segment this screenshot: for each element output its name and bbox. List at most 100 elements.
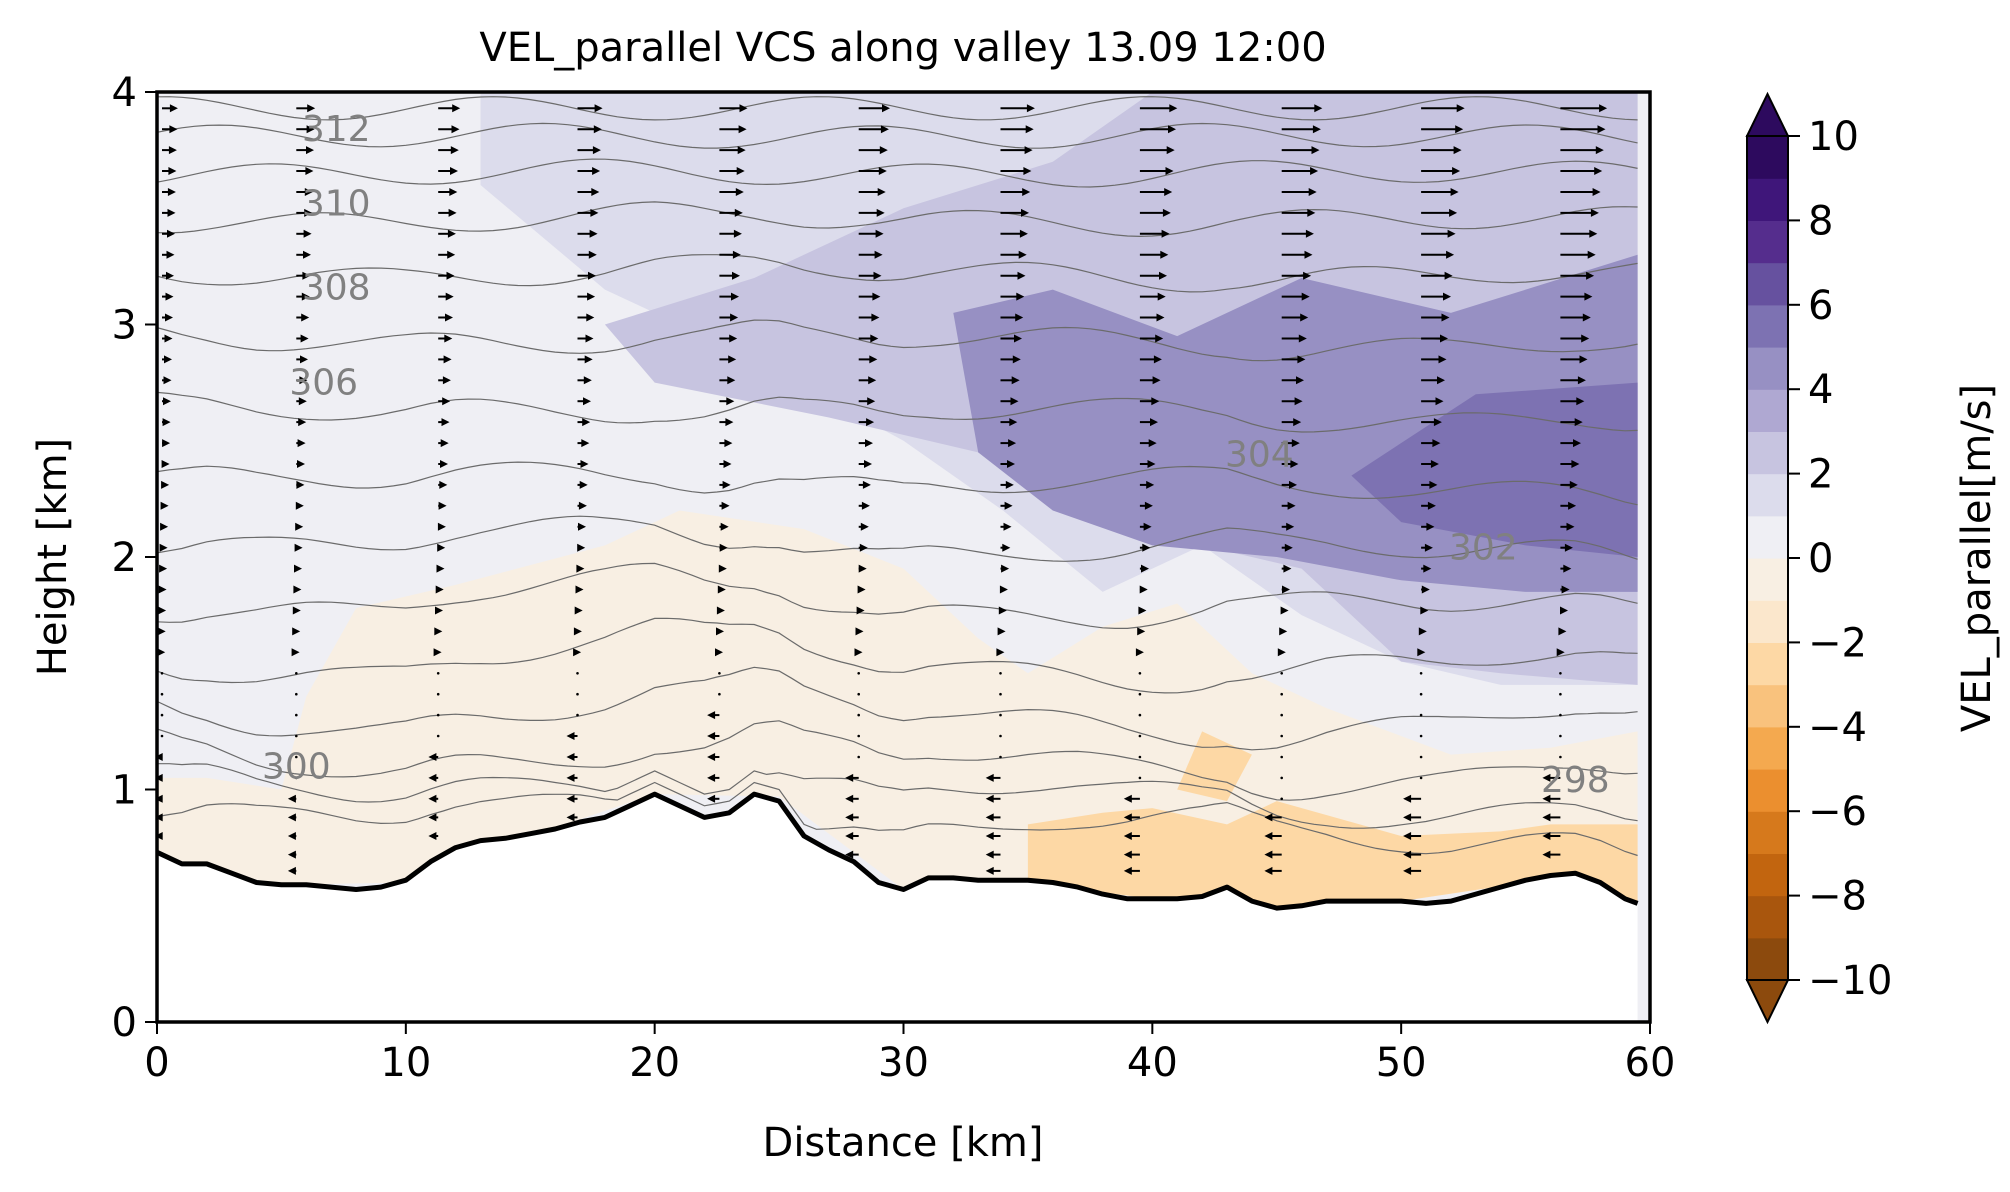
- wind-vector-head: [1423, 564, 1432, 573]
- wind-vector-head: [1159, 271, 1167, 280]
- wind-vector-head: [1290, 460, 1299, 468]
- wind-vector-head: [733, 229, 742, 238]
- y-axis: 0 1 2 3 4: [112, 70, 157, 1046]
- wind-vector-head: [1021, 208, 1029, 217]
- vector-column-10: [1542, 104, 1608, 859]
- wind-vector-head: [1441, 313, 1450, 322]
- y-axis-label: Height [km]: [30, 438, 76, 676]
- wind-vector-head: [302, 271, 311, 280]
- wind-vector-head: [161, 480, 170, 489]
- wind-vector-head: [1300, 313, 1309, 322]
- wind-vector-head: [723, 460, 732, 468]
- wind-vector-head: [871, 313, 880, 322]
- isentrope-309: [157, 201, 1638, 238]
- wind-vector-head: [1264, 850, 1273, 859]
- wind-vector-head: [985, 832, 994, 840]
- isentrope-303: [157, 562, 1638, 629]
- wind-vector-head: [1403, 866, 1412, 875]
- wind-vector-head: [1123, 813, 1132, 822]
- wind-vector-head: [586, 313, 595, 322]
- wind-vector: [1138, 692, 1142, 696]
- colorbar-extend-min: [1745, 979, 1790, 1025]
- x-tick-label: 60: [1625, 1040, 1676, 1086]
- wind-vector-head: [1297, 355, 1306, 364]
- isentrope-311: [157, 122, 1638, 149]
- wind-vector-head: [722, 480, 731, 489]
- y-tick-label: 4: [112, 70, 137, 116]
- wind-vector-head: [1161, 229, 1170, 238]
- wind-vector-head: [287, 832, 296, 840]
- wind-vector-head: [1307, 208, 1316, 217]
- wind-vector-head: [1312, 125, 1321, 134]
- wind-vector-head: [450, 167, 458, 175]
- isentrope-label-298: 298: [1541, 760, 1610, 801]
- wind-vector-head: [157, 627, 166, 636]
- wind-vector-head: [169, 125, 178, 134]
- wind-vector-head: [1023, 167, 1032, 175]
- wind-vector-head: [1298, 334, 1307, 343]
- wind-vector-head: [872, 292, 881, 301]
- wind-vector-head: [707, 794, 716, 803]
- wind-vector-head: [858, 564, 867, 573]
- wind-vector-head: [164, 334, 173, 343]
- wind-vector-head: [566, 813, 575, 822]
- wind-vector-head: [1558, 627, 1567, 636]
- wind-vector-head: [593, 125, 602, 134]
- wind-vector-head: [1025, 125, 1034, 134]
- wind-vector-head: [166, 271, 174, 280]
- colorbar-segment: [1747, 558, 1788, 601]
- wind-vector-head: [1424, 543, 1433, 552]
- colorbar-segment: [1747, 811, 1788, 854]
- wind-vector-head: [587, 292, 596, 301]
- isentrope-label-302: 302: [1449, 528, 1518, 569]
- wind-vector-head: [303, 229, 312, 238]
- wind-vector-head: [996, 648, 1005, 657]
- wind-vector-head: [870, 334, 879, 343]
- wind-vector-head: [1453, 146, 1462, 155]
- wind-vector: [295, 734, 298, 738]
- wind-vector-head: [592, 146, 601, 155]
- wind-vector-head: [443, 355, 452, 364]
- wind-vector-head: [304, 188, 313, 196]
- wind-vector: [1280, 797, 1283, 801]
- wind-vector-head: [301, 313, 310, 322]
- wind-vector-head: [287, 794, 296, 803]
- wind-vector-head: [1024, 146, 1033, 155]
- colorbar-segment: [1747, 431, 1788, 475]
- wind-vector: [1280, 713, 1283, 717]
- wind-vector-head: [436, 564, 445, 573]
- wind-vector: [999, 734, 1002, 738]
- colorbar-extend-max: [1745, 91, 1790, 137]
- isentrope-307: [157, 319, 1638, 362]
- wind-vector-head: [868, 376, 877, 385]
- wind-vector-head: [167, 229, 175, 238]
- wind-vector-head: [160, 501, 169, 510]
- colorbar-segment: [1747, 726, 1788, 770]
- wind-vector-head: [882, 104, 890, 113]
- vector-column-3: [566, 104, 603, 822]
- wind-vector-head: [1542, 832, 1551, 840]
- wind-vector: [436, 692, 440, 696]
- wind-vector-head: [583, 397, 591, 406]
- wind-vector: [295, 755, 298, 759]
- wind-vector-head: [588, 271, 596, 280]
- wind-vector-head: [573, 627, 582, 636]
- colorbar-segment: [1747, 515, 1788, 559]
- x-tick-label: 40: [1127, 1040, 1178, 1086]
- wind-vector-head: [1012, 355, 1021, 364]
- colorbar-tick-label: 8: [1808, 198, 1833, 244]
- wind-vector-head: [1141, 564, 1149, 573]
- wind-vector-head: [444, 334, 453, 343]
- wind-vector: [857, 692, 860, 696]
- wind-vector-head: [584, 355, 593, 364]
- wind-vector-head: [739, 104, 748, 113]
- wind-vector: [1280, 776, 1283, 780]
- wind-vector: [1419, 755, 1423, 759]
- wind-vector: [295, 692, 298, 696]
- wind-vector-head: [1123, 794, 1132, 803]
- vector-column-1: [287, 104, 316, 875]
- wind-vector-head: [1146, 480, 1155, 489]
- wind-vector: [1138, 776, 1142, 780]
- wind-vector-head: [445, 313, 453, 322]
- wind-vector-head: [707, 732, 716, 740]
